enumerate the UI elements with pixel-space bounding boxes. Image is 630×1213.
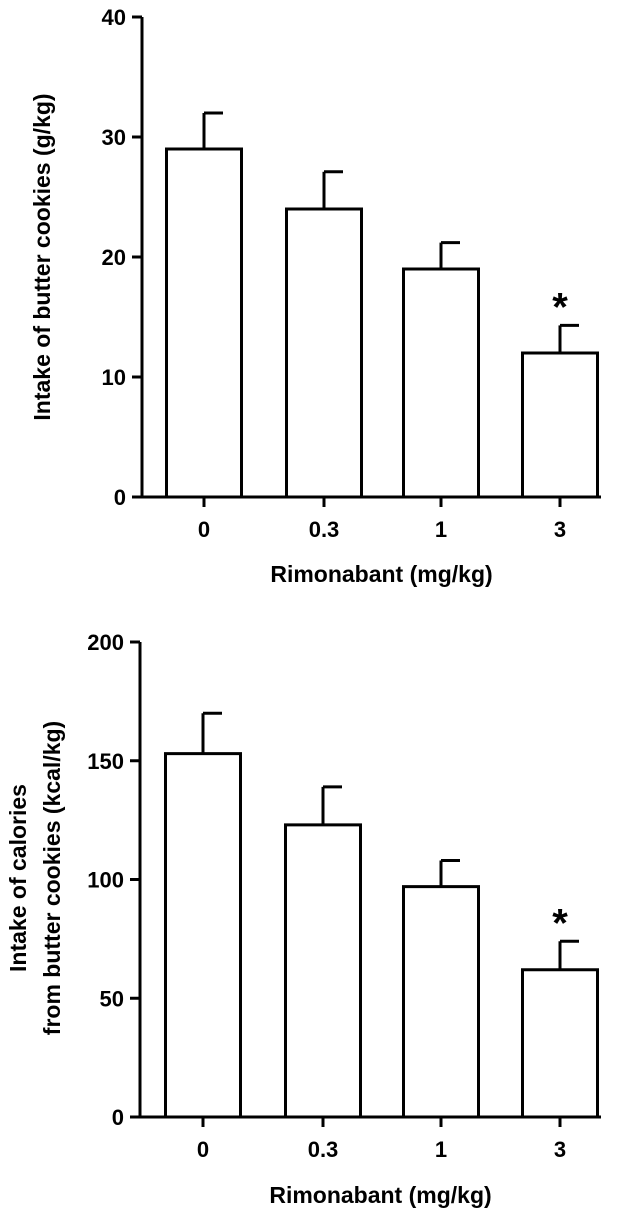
- x-tick-label: 1: [435, 1137, 447, 1162]
- y-tick-label: 0: [114, 485, 126, 510]
- y-tick-label: 10: [102, 365, 126, 390]
- y-tick-label: 30: [102, 125, 126, 150]
- y-tick-label: 20: [102, 245, 126, 270]
- y-axis-title: from butter cookies (kcal/kg): [39, 721, 65, 1035]
- significance-marker: *: [552, 285, 568, 329]
- bar: [284, 823, 362, 1119]
- bar: [402, 267, 480, 499]
- x-tick-label: 0.3: [308, 1137, 339, 1162]
- y-axis-title: Intake of calories: [5, 784, 31, 972]
- significance-marker: *: [552, 901, 568, 945]
- y-tick-label: 150: [87, 749, 124, 774]
- y-tick-label: 50: [100, 986, 124, 1011]
- x-tick-label: 0: [198, 517, 210, 542]
- x-tick-label: 3: [554, 1137, 566, 1162]
- x-tick-label: 3: [554, 517, 566, 542]
- y-axis-title: Intake of butter cookies (g/kg): [29, 93, 55, 420]
- y-tick-label: 0: [112, 1105, 124, 1130]
- chart-panel-intake-calories: * 0 50 100 150 200 0 0.3 1 3 Rimonabant (mg/kg) Int…: [5, 630, 601, 1208]
- bar: [164, 752, 242, 1119]
- bar: [402, 885, 480, 1119]
- x-tick-label: 0.3: [309, 517, 340, 542]
- x-axis-title: Rimonabant (mg/kg): [269, 1182, 491, 1208]
- x-tick-label: 0: [197, 1137, 209, 1162]
- bar: [521, 351, 599, 499]
- x-axis-title: Rimonabant (mg/kg): [270, 561, 492, 587]
- chart-panel-intake-grams: * 0 10 20 30 40 0 0.3 1 3 Rimonabant (mg/kg) Intake…: [29, 5, 601, 587]
- bar: [521, 968, 599, 1119]
- y-tick-label: 200: [87, 630, 124, 655]
- bar: [165, 147, 243, 499]
- y-tick-label: 100: [87, 868, 124, 893]
- x-tick-label: 1: [435, 517, 447, 542]
- bar: [285, 207, 363, 499]
- y-tick-label: 40: [102, 5, 126, 30]
